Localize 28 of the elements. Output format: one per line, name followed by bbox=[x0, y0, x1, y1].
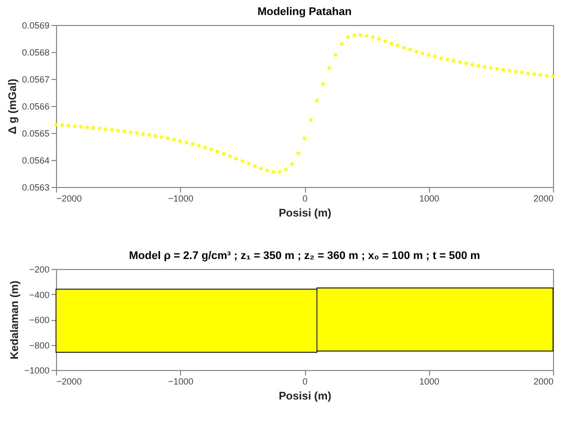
x-tick-label: −2000 bbox=[56, 194, 82, 204]
x-tick-label: −2000 bbox=[56, 376, 82, 386]
y-tick-label: 0.0566 bbox=[22, 102, 50, 112]
x-tick-label: −1000 bbox=[168, 376, 194, 386]
y-tick-label: −400 bbox=[29, 290, 50, 300]
x-tick-label: 1000 bbox=[419, 194, 440, 204]
chart-title: Modeling Patahan bbox=[257, 6, 352, 18]
y-tick-label: 0.0563 bbox=[22, 182, 50, 192]
x-tick-label: 2000 bbox=[533, 376, 554, 386]
y-axis-title: Kedalaman (m) bbox=[9, 280, 22, 360]
y-axis-title: Δ g (mGal) bbox=[6, 78, 19, 134]
x-tick-label: 0 bbox=[302, 376, 308, 386]
y-tick-label: 0.0567 bbox=[22, 74, 50, 84]
chart-title: Model ρ = 2.7 g/cm³ ; z₁ = 350 m ; z₂ = 360 m ; x₀ = 100 m ; t = 500 m bbox=[128, 250, 480, 262]
y-tick-label: 0.0568 bbox=[22, 48, 50, 58]
y-tick-label: −600 bbox=[29, 315, 50, 325]
x-tick-label: 0 bbox=[302, 194, 308, 204]
x-axis-title: Posisi (m) bbox=[278, 208, 332, 220]
y-tick-label: −1000 bbox=[24, 366, 50, 376]
y-tick-label: −200 bbox=[29, 264, 50, 274]
x-axis-title: Posisi (m) bbox=[278, 390, 332, 402]
x-tick-label: −1000 bbox=[168, 194, 194, 204]
y-tick-label: 0.0565 bbox=[22, 128, 50, 138]
x-tick-label: 1000 bbox=[419, 376, 440, 386]
y-tick-label: −800 bbox=[29, 340, 50, 350]
x-tick-label: 2000 bbox=[533, 194, 554, 204]
y-tick-label: 0.0564 bbox=[22, 156, 50, 166]
y-tick-label: 0.0569 bbox=[22, 20, 50, 30]
